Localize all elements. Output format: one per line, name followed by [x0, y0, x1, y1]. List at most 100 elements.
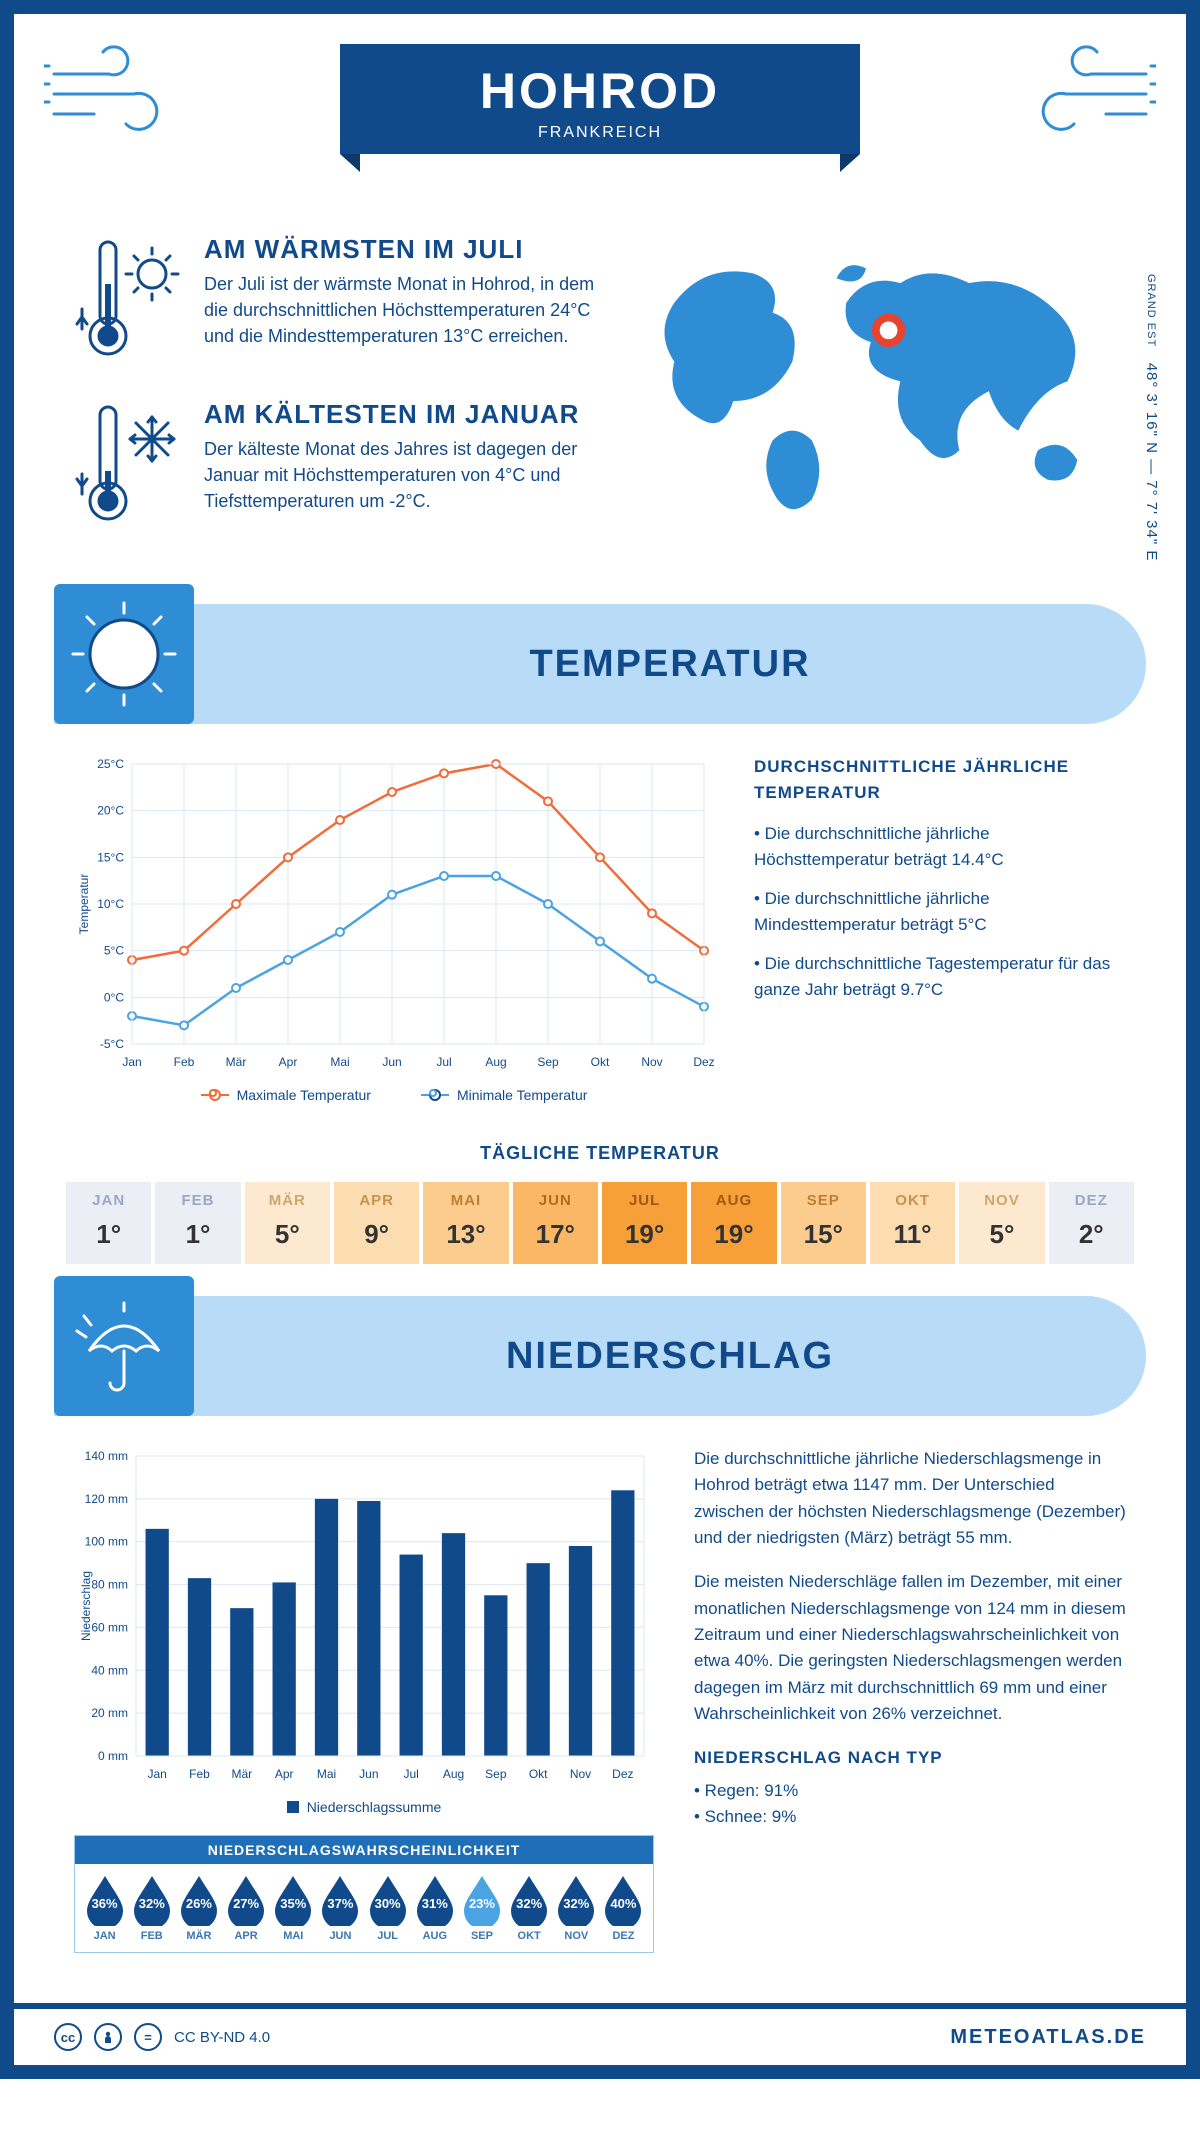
svg-text:0 mm: 0 mm — [98, 1749, 128, 1763]
svg-text:15°C: 15°C — [97, 850, 124, 864]
prob-cell: 27% APR — [223, 1874, 270, 1942]
footer-license: cc = CC BY-ND 4.0 — [54, 2023, 270, 2051]
footer: cc = CC BY-ND 4.0 METEOATLAS.DE — [14, 2003, 1186, 2065]
svg-text:Feb: Feb — [174, 1055, 195, 1069]
line-chart: -5°C0°C5°C10°C15°C20°C25°CJanFebMärAprMa… — [74, 754, 714, 1074]
cc-nd-icon: = — [134, 2023, 162, 2051]
coordinates: GRAND EST 48° 3' 16" N — 7° 7' 34" E — [1143, 274, 1160, 561]
daily-temp-title: TÄGLICHE TEMPERATUR — [14, 1143, 1186, 1164]
svg-text:Sep: Sep — [537, 1055, 559, 1069]
precip-notes: Die durchschnittliche jährliche Niedersc… — [694, 1446, 1126, 1953]
svg-text:60 mm: 60 mm — [91, 1620, 128, 1634]
cc-icon: cc — [54, 2023, 82, 2051]
thermometer-cold-icon — [74, 399, 184, 529]
precip-banner: NIEDERSCHLAG — [54, 1296, 1146, 1416]
precip-type-title: NIEDERSCHLAG NACH TYP — [694, 1745, 1126, 1771]
temp-note-2: • Die durchschnittliche jährliche Mindes… — [754, 886, 1126, 937]
svg-text:Jun: Jun — [382, 1055, 401, 1069]
precip-note-1: Die durchschnittliche jährliche Niedersc… — [694, 1446, 1126, 1551]
footer-site: METEOATLAS.DE — [950, 2026, 1146, 2049]
svg-text:Mär: Mär — [231, 1767, 252, 1781]
svg-text:Jun: Jun — [359, 1767, 378, 1781]
daily-cell: APR 9° — [332, 1180, 421, 1266]
precip-row: 0 mm20 mm40 mm60 mm80 mm100 mm120 mm140 … — [14, 1436, 1186, 1963]
svg-text:Okt: Okt — [591, 1055, 610, 1069]
svg-text:20°C: 20°C — [97, 804, 124, 818]
intro-facts: AM WÄRMSTEN IM JULI Der Juli ist der wär… — [74, 234, 615, 564]
precip-type-rain: • Regen: 91% — [694, 1778, 1126, 1804]
fact-coldest: AM KÄLTESTEN IM JANUAR Der kälteste Mona… — [74, 399, 615, 534]
temperature-banner: TEMPERATUR — [54, 604, 1146, 724]
precip-type-snow: • Schnee: 9% — [694, 1804, 1126, 1830]
svg-text:0°C: 0°C — [104, 990, 124, 1004]
prob-cell: 37% JUN — [317, 1874, 364, 1942]
svg-text:Niederschlag: Niederschlag — [79, 1571, 93, 1641]
daily-cell: JUN 17° — [511, 1180, 600, 1266]
svg-text:Feb: Feb — [189, 1767, 210, 1781]
license-text: CC BY-ND 4.0 — [174, 2029, 270, 2046]
svg-text:20 mm: 20 mm — [91, 1706, 128, 1720]
daily-temp-table: JAN 1° FEB 1° MÄR 5° APR 9° MAI 13° JUN … — [64, 1180, 1136, 1266]
page-subtitle: FRANKREICH — [360, 124, 840, 142]
daily-cell: DEZ 2° — [1047, 1180, 1136, 1266]
temp-notes-title: DURCHSCHNITTLICHE JÄHRLICHE TEMPERATUR — [754, 754, 1126, 805]
prob-cell: 26% MÄR — [175, 1874, 222, 1942]
svg-text:5°C: 5°C — [104, 944, 124, 958]
prob-cell: 35% MAI — [270, 1874, 317, 1942]
svg-text:Jan: Jan — [122, 1055, 141, 1069]
prob-cell: 31% AUG — [411, 1874, 458, 1942]
section-title-temp: TEMPERATUR — [194, 643, 1146, 686]
prob-cell: 40% DEZ — [600, 1874, 647, 1942]
title-ribbon: HOHROD FRANKREICH — [340, 44, 860, 154]
page: HOHROD FRANKREICH — [0, 0, 1200, 2079]
temp-legend: Maximale Temperatur Minimale Temperatur — [74, 1087, 714, 1103]
prob-cell: 32% OKT — [506, 1874, 553, 1942]
fact-cold-title: AM KÄLTESTEN IM JANUAR — [204, 399, 615, 430]
svg-text:Mai: Mai — [317, 1767, 336, 1781]
svg-text:80 mm: 80 mm — [91, 1578, 128, 1592]
svg-text:120 mm: 120 mm — [85, 1492, 128, 1506]
temp-notes: DURCHSCHNITTLICHE JÄHRLICHE TEMPERATUR •… — [754, 754, 1126, 1103]
cc-by-icon — [94, 2023, 122, 2051]
svg-text:Apr: Apr — [275, 1767, 294, 1781]
daily-cell: OKT 11° — [868, 1180, 957, 1266]
precip-note-2: Die meisten Niederschläge fallen im Deze… — [694, 1569, 1126, 1727]
svg-text:Temperatur: Temperatur — [77, 874, 91, 935]
legend-max: Maximale Temperatur — [237, 1087, 371, 1103]
svg-text:Mär: Mär — [226, 1055, 247, 1069]
temperature-row: -5°C0°C5°C10°C15°C20°C25°CJanFebMärAprMa… — [14, 744, 1186, 1113]
temp-note-3: • Die durchschnittliche Tagestemperatur … — [754, 951, 1126, 1002]
prob-cell: 36% JAN — [81, 1874, 128, 1942]
precip-probability-box: NIEDERSCHLAGSWAHRSCHEINLICHKEIT 36% JAN … — [74, 1835, 654, 1953]
prob-cell: 32% FEB — [128, 1874, 175, 1942]
fact-warm-title: AM WÄRMSTEN IM JULI — [204, 234, 615, 265]
wind-deco-left-icon — [44, 44, 184, 144]
legend-min: Minimale Temperatur — [457, 1087, 587, 1103]
temp-note-1: • Die durchschnittliche jährliche Höchst… — [754, 821, 1126, 872]
prob-cell: 30% JUL — [364, 1874, 411, 1942]
svg-text:-5°C: -5°C — [100, 1037, 124, 1051]
umbrella-icon — [69, 1291, 179, 1401]
precip-legend-label: Niederschlagssumme — [307, 1799, 442, 1815]
precip-prob-title: NIEDERSCHLAGSWAHRSCHEINLICHKEIT — [75, 1836, 653, 1864]
daily-cell: FEB 1° — [153, 1180, 242, 1266]
svg-text:25°C: 25°C — [97, 757, 124, 771]
world-map-region: GRAND EST 48° 3' 16" N — 7° 7' 34" E — [635, 234, 1126, 564]
svg-text:Sep: Sep — [485, 1767, 507, 1781]
svg-text:Jan: Jan — [147, 1767, 166, 1781]
daily-cell: MÄR 5° — [243, 1180, 332, 1266]
svg-text:Okt: Okt — [529, 1767, 548, 1781]
svg-text:Dez: Dez — [612, 1767, 633, 1781]
daily-cell: JUL 19° — [600, 1180, 689, 1266]
fact-cold-text: Der kälteste Monat des Jahres ist dagege… — [204, 436, 615, 514]
daily-cell: MAI 13° — [421, 1180, 510, 1266]
intro-section: AM WÄRMSTEN IM JULI Der Juli ist der wär… — [14, 214, 1186, 574]
wind-deco-right-icon — [1016, 44, 1156, 144]
svg-text:Mai: Mai — [330, 1055, 349, 1069]
fact-warmest: AM WÄRMSTEN IM JULI Der Juli ist der wär… — [74, 234, 615, 369]
bar-chart: 0 mm20 mm40 mm60 mm80 mm100 mm120 mm140 … — [74, 1446, 654, 1786]
thermometer-hot-icon — [74, 234, 184, 364]
svg-text:Jul: Jul — [436, 1055, 451, 1069]
daily-cell: AUG 19° — [689, 1180, 778, 1266]
sun-icon — [69, 599, 179, 709]
